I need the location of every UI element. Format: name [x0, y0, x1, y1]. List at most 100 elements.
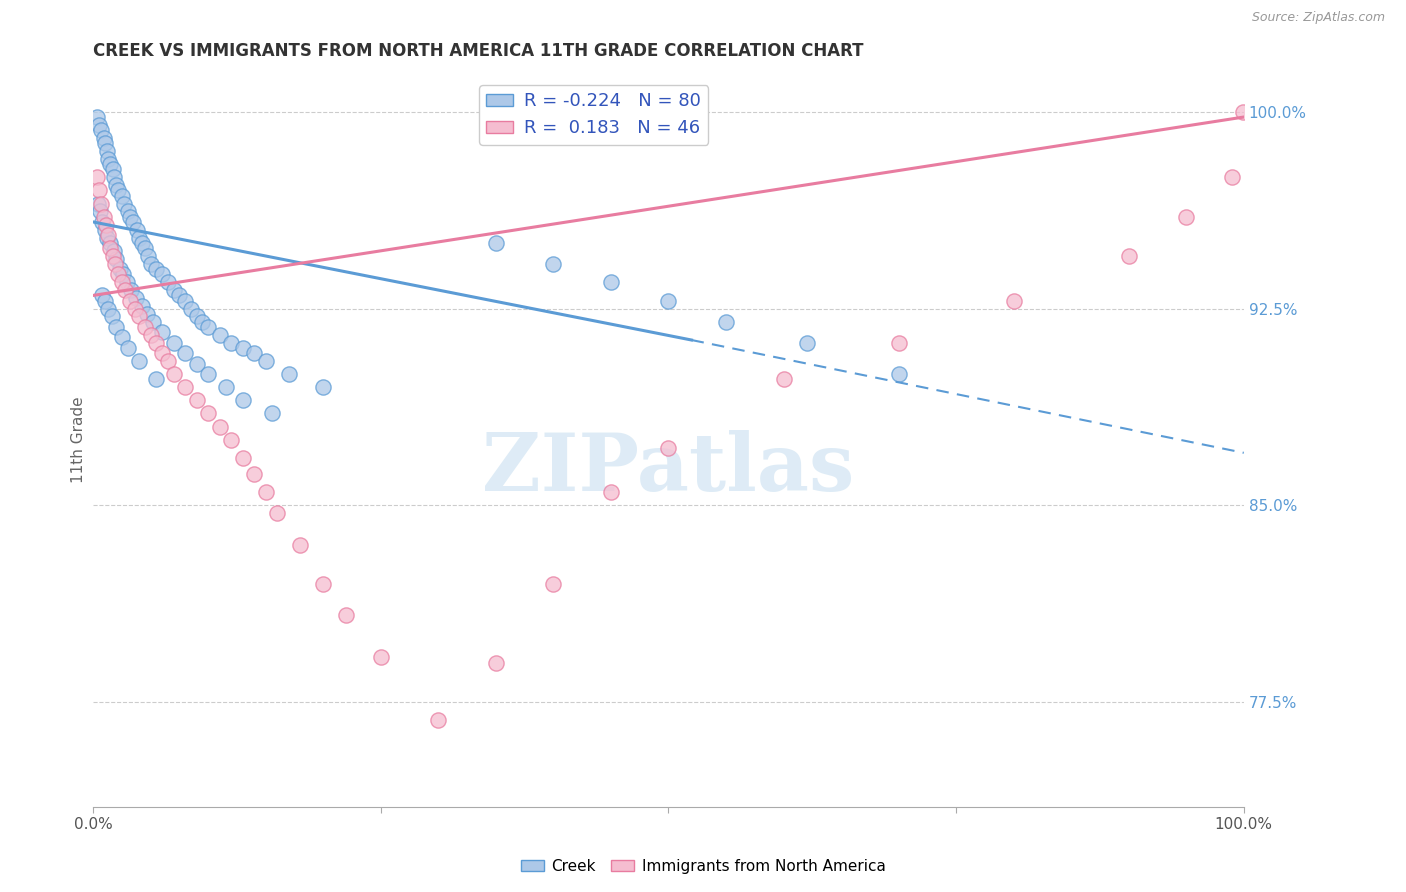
Point: [232, 393, 254, 408]
Point: [657, 293, 679, 308]
Point: [1002, 293, 1025, 308]
Point: [277, 367, 299, 381]
Point: [1175, 210, 1198, 224]
Point: [115, 275, 138, 289]
Point: [772, 372, 794, 386]
Point: [197, 407, 219, 421]
Point: [111, 275, 134, 289]
Point: [128, 354, 150, 368]
Point: [93, 210, 115, 224]
Point: [142, 315, 165, 329]
Point: [103, 244, 125, 258]
Point: [145, 335, 167, 350]
Point: [335, 608, 357, 623]
Point: [120, 283, 142, 297]
Point: [118, 293, 141, 308]
Point: [117, 204, 139, 219]
Point: [86, 170, 108, 185]
Point: [114, 283, 136, 297]
Point: [93, 131, 115, 145]
Y-axis label: 11th Grade: 11th Grade: [72, 396, 86, 483]
Point: [134, 319, 156, 334]
Point: [100, 241, 122, 255]
Point: [174, 346, 197, 360]
Point: [97, 228, 120, 243]
Point: [124, 301, 146, 316]
Point: [104, 257, 127, 271]
Point: [107, 268, 129, 282]
Point: [312, 380, 335, 394]
Point: [125, 291, 148, 305]
Point: [107, 184, 129, 198]
Point: [163, 335, 186, 350]
Point: [169, 288, 191, 302]
Point: [600, 275, 623, 289]
Point: [163, 283, 186, 297]
Point: [139, 327, 162, 342]
Point: [180, 301, 202, 316]
Point: [600, 485, 623, 500]
Point: [260, 407, 283, 421]
Point: [89, 204, 111, 219]
Text: ZIPatlas: ZIPatlas: [482, 430, 855, 508]
Point: [139, 257, 162, 271]
Point: [197, 319, 219, 334]
Point: [100, 310, 122, 324]
Point: [131, 235, 153, 250]
Point: [150, 325, 173, 339]
Point: [174, 380, 197, 394]
Point: [138, 249, 160, 263]
Point: [136, 307, 159, 321]
Point: [219, 335, 242, 350]
Point: [186, 393, 208, 408]
Point: [134, 241, 156, 255]
Point: [86, 110, 108, 124]
Point: [117, 341, 139, 355]
Point: [105, 178, 128, 193]
Point: [90, 123, 112, 137]
Point: [108, 262, 131, 277]
Point: [1232, 104, 1254, 119]
Point: [128, 230, 150, 244]
Point: [887, 335, 910, 350]
Legend: Creek, Immigrants from North America: Creek, Immigrants from North America: [515, 853, 891, 880]
Point: [485, 235, 508, 250]
Point: [657, 441, 679, 455]
Point: [214, 380, 236, 394]
Point: [254, 485, 277, 500]
Point: [122, 215, 145, 229]
Point: [87, 118, 110, 132]
Point: [163, 367, 186, 381]
Point: [150, 268, 173, 282]
Point: [219, 433, 242, 447]
Point: [93, 223, 115, 237]
Point: [208, 327, 231, 342]
Point: [796, 335, 818, 350]
Point: [125, 223, 148, 237]
Point: [101, 249, 124, 263]
Point: [174, 293, 197, 308]
Point: [232, 451, 254, 466]
Point: [266, 506, 288, 520]
Point: [87, 196, 110, 211]
Point: [93, 293, 115, 308]
Point: [714, 315, 737, 329]
Point: [91, 288, 114, 302]
Point: [96, 144, 118, 158]
Point: [111, 188, 134, 202]
Point: [91, 215, 114, 229]
Point: [111, 330, 134, 344]
Point: [1118, 249, 1140, 263]
Point: [96, 230, 118, 244]
Point: [131, 299, 153, 313]
Point: [97, 301, 120, 316]
Point: [112, 268, 135, 282]
Point: [112, 196, 135, 211]
Point: [254, 354, 277, 368]
Point: [208, 419, 231, 434]
Point: [887, 367, 910, 381]
Point: [145, 372, 167, 386]
Point: [543, 577, 565, 591]
Point: [156, 354, 179, 368]
Text: Source: ZipAtlas.com: Source: ZipAtlas.com: [1251, 11, 1385, 24]
